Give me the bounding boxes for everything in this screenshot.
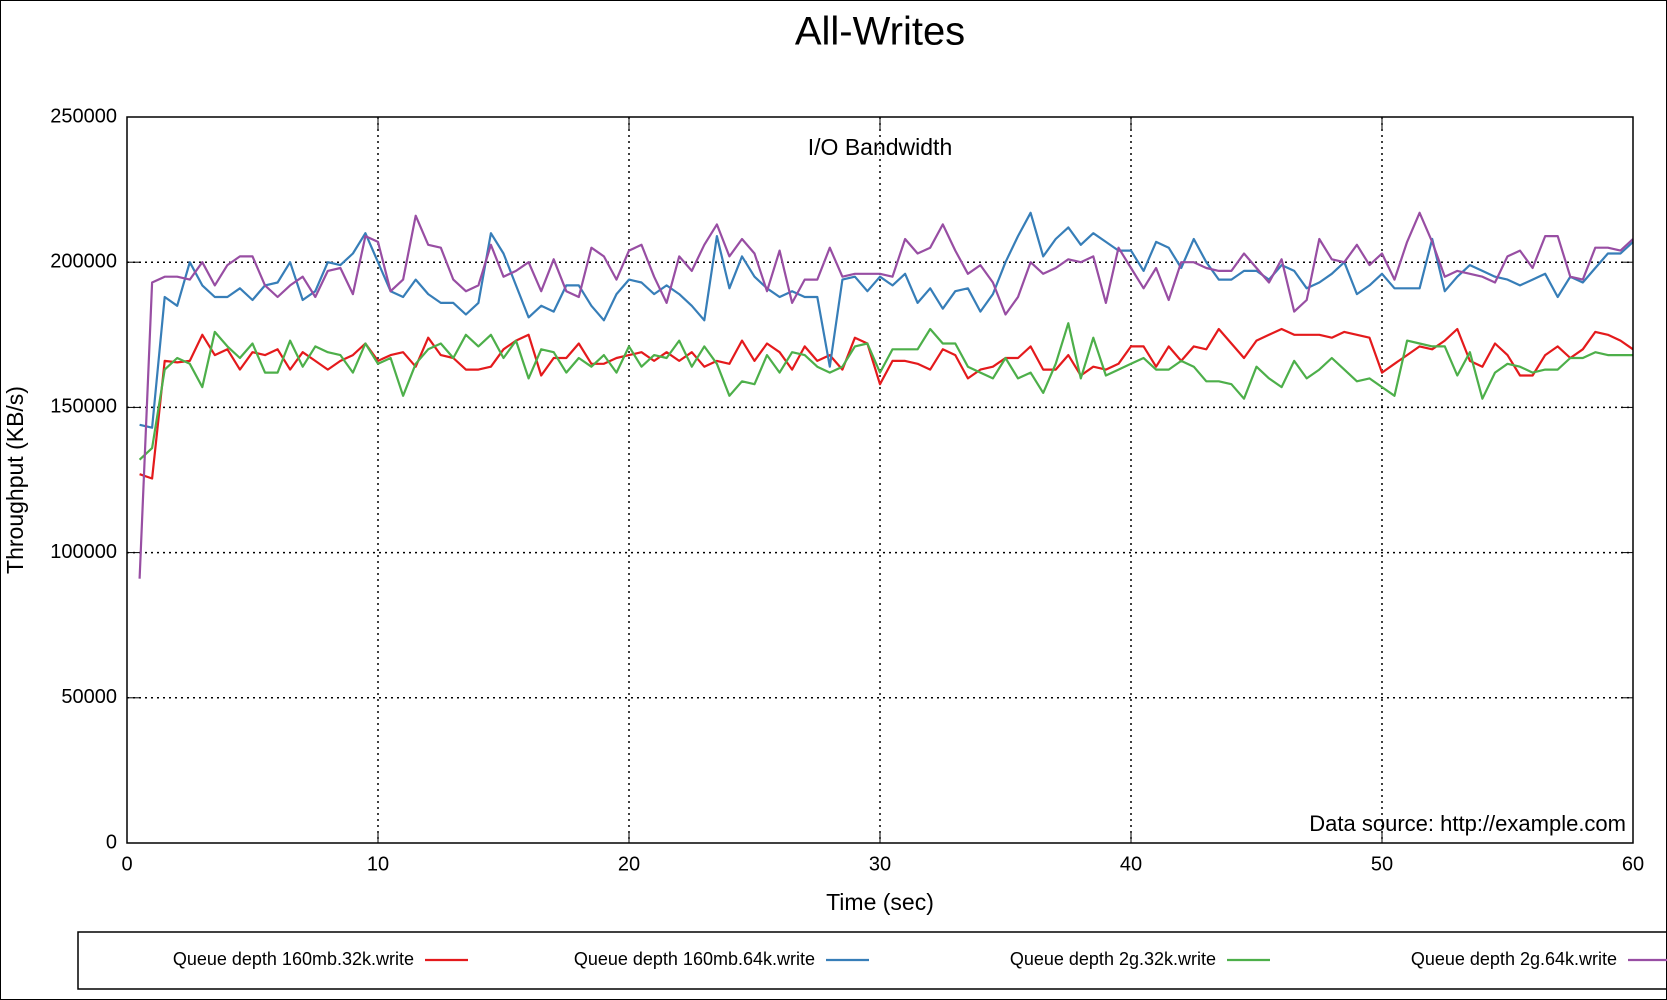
y-tick-label: 50000 xyxy=(61,686,117,708)
x-tick-label: 30 xyxy=(869,853,891,875)
chart-title: All-Writes xyxy=(795,10,965,54)
series-line xyxy=(138,322,1633,461)
legend-label: Queue depth 160mb.32k.write xyxy=(173,949,414,969)
y-tick-label: 200000 xyxy=(50,250,117,272)
x-axis-label: Time (sec) xyxy=(826,889,934,915)
x-tick-label: 0 xyxy=(121,853,132,875)
series-line xyxy=(138,211,1634,579)
y-tick-label: 100000 xyxy=(50,541,117,563)
legend-box xyxy=(77,931,1667,990)
y-tick-label: 0 xyxy=(106,831,117,853)
x-tick-label: 20 xyxy=(618,853,640,875)
legend-label: Queue depth 2g.64k.write xyxy=(1411,949,1617,969)
y-tick-label: 150000 xyxy=(50,396,117,418)
x-tick-label: 60 xyxy=(1622,853,1644,875)
legend-label: Queue depth 160mb.64k.write xyxy=(574,949,815,969)
y-tick-label: 250000 xyxy=(50,105,117,127)
x-tick-label: 50 xyxy=(1371,853,1393,875)
y-axis-label: Throughput (KB/s) xyxy=(2,386,28,574)
legend-label: Queue depth 2g.32k.write xyxy=(1010,949,1216,969)
x-tick-label: 10 xyxy=(367,853,389,875)
x-tick-label: 40 xyxy=(1120,853,1142,875)
series-line xyxy=(139,327,1634,480)
annotation: Data source: http://example.com xyxy=(1309,811,1626,836)
plot-frame xyxy=(126,116,1634,844)
